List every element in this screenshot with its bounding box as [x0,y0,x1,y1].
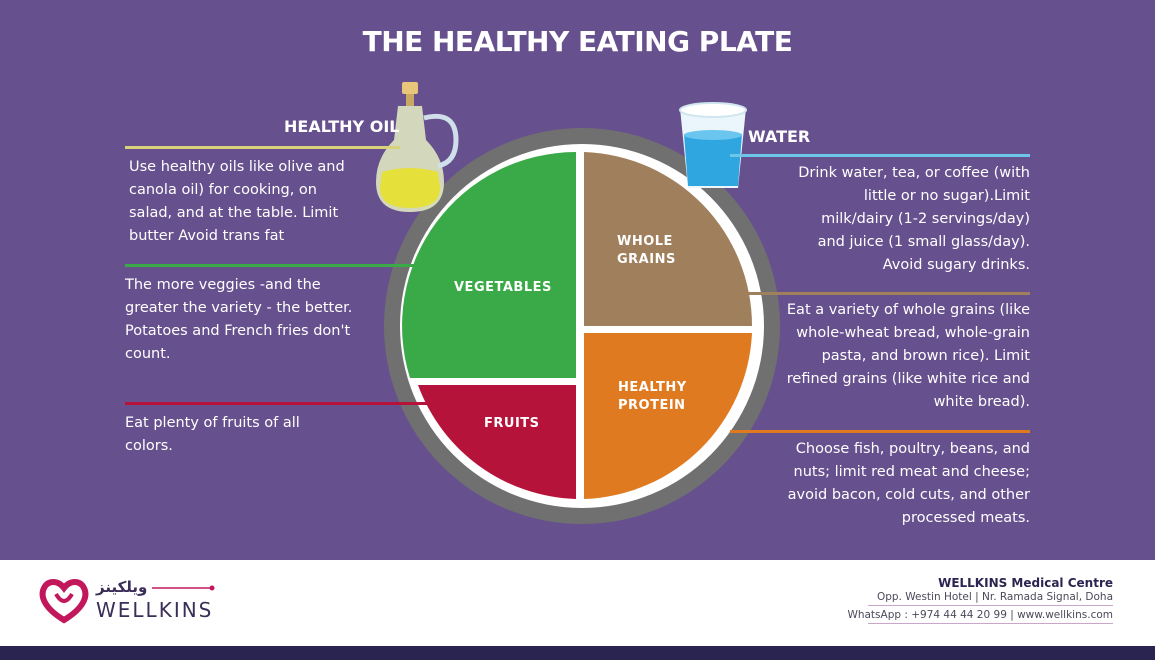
whole-grains-label-line-1: WHOLE [617,234,673,249]
description-line: nuts; limit red meat and cheese; [793,464,1030,480]
fruits-description: Eat plenty of fruits of all colors. [125,412,365,458]
centre-name: WELLKINS Medical Centre [938,576,1113,590]
plate-illustration [125,82,1030,524]
oil-bottle-icon [376,82,459,212]
healthy-protein-description: Choose fish, poultry, beans, and nuts; l… [760,438,1030,530]
description-line: Eat plenty of fruits of all [125,415,300,431]
description-line: and juice (1 small glass/day). [817,234,1030,250]
centre-contact: WhatsApp : +974 44 44 20 99 | www.wellki… [847,609,1113,621]
whole-grains-label-line-2: GRAINS [617,252,676,267]
vegetables-section [402,152,576,378]
water-glass-icon [679,102,747,188]
healthy-protein-label-line-1: HEALTHY [618,380,687,395]
description-line: avoid bacon, cold cuts, and other [787,487,1030,503]
description-line: whole-wheat bread, whole-grain [796,325,1030,341]
protein-leader-line [730,430,1030,433]
description-line: colors. [125,438,173,454]
description-line: The more veggies -and the [125,277,321,293]
contact-divider [868,605,1113,606]
fruits-section [418,385,576,499]
description-line: butter Avoid trans fat [129,228,285,244]
description-line: Choose fish, poultry, beans, and [795,441,1030,457]
description-line: canola oil) for cooking, on [129,182,317,198]
healthy-protein-label-line-2: PROTEIN [618,398,686,413]
fruits-leader-line [125,402,435,405]
description-line: Drink water, tea, or coffee (with [798,165,1030,181]
description-line: Potatoes and French fries don't [125,323,351,339]
healthy-protein-label: HEALTHY PROTEIN [618,379,687,415]
healthy-protein-section [584,333,752,499]
vegetables-label: VEGETABLES [454,280,552,295]
description-line: Avoid sugary drinks. [882,257,1030,273]
wellkins-logo-icon [39,579,89,624]
description-line: greater the variety - the better. [125,300,353,316]
page-title: THE HEALTHY EATING PLATE [362,25,793,58]
description-line: little or no sugar).Limit [863,188,1030,204]
description-line: Eat a variety of whole grains (like [786,302,1030,318]
whole-grains-description: Eat a variety of whole grains (like whol… [760,299,1030,414]
logo-accent-line [152,585,215,591]
water-leader-line [730,154,1030,157]
logo-arabic-text: ويلكينز [96,578,148,596]
description-line: salad, and at the table. Limit [129,205,339,221]
vegetables-description: The more veggies -and the greater the va… [125,274,385,366]
water-heading: WATER [748,127,811,146]
bottom-bar [0,646,1155,660]
whole-grains-section [584,152,752,326]
water-description: Drink water, tea, or coffee (with little… [770,162,1030,277]
logo-text: WELLKINS [96,598,214,622]
grains-leader-line [730,292,1030,295]
description-line: milk/dairy (1-2 servings/day) [821,211,1030,227]
healthy-oil-description: Use healthy oils like olive and canola o… [129,156,379,248]
whole-grains-label: WHOLE GRAINS [617,233,676,269]
description-line: white bread). [933,394,1030,410]
healthy-oil-heading: HEALTHY OIL [284,117,400,136]
oil-leader-line [125,146,400,149]
description-line: processed meats. [901,510,1030,526]
contact-divider [868,623,1113,624]
description-line: refined grains (like white rice and [786,371,1030,387]
description-line: pasta, and brown rice). Limit [821,348,1030,364]
footer [0,560,1155,646]
description-line: count. [125,346,171,362]
centre-address: Opp. Westin Hotel | Nr. Ramada Signal, D… [876,591,1113,603]
vegetables-leader-line [125,264,445,267]
description-line: Use healthy oils like olive and [129,159,345,175]
fruits-label: FRUITS [484,416,540,431]
